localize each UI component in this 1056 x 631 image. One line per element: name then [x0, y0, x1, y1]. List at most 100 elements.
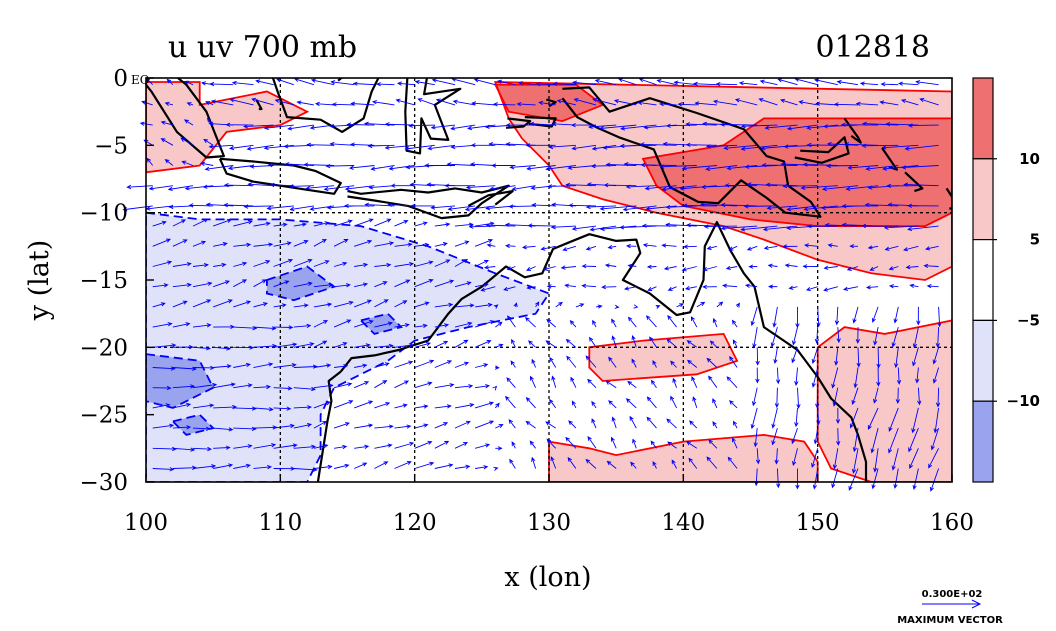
wind-vector: [495, 446, 503, 451]
wind-vector: [731, 319, 738, 328]
wind-vector: [645, 315, 657, 328]
wind-vector: [414, 278, 434, 288]
wind-vector: [627, 380, 637, 389]
wind-vector: [495, 343, 504, 348]
wind-vector: [493, 466, 499, 471]
wind-vector: [535, 81, 556, 87]
wind-vector: [565, 436, 577, 449]
wind-vector: [213, 299, 233, 308]
wind-vector: [152, 260, 173, 267]
wind-vector: [374, 262, 392, 268]
wind-vector: [708, 439, 718, 449]
wind-vector: [446, 162, 476, 167]
wind-vector: [590, 163, 617, 169]
wind-vector: [394, 261, 414, 267]
wind-vector: [706, 456, 718, 469]
wind-vector: [691, 376, 698, 388]
wind-vector: [313, 282, 334, 288]
wind-vector: [497, 79, 516, 86]
wind-vector: [450, 124, 476, 131]
wind-vector: [791, 427, 798, 445]
wind-vector: [911, 407, 919, 434]
wind-vector: [354, 400, 374, 409]
reference-vector-label: MAXIMUM VECTOR: [897, 615, 1003, 626]
wind-vector: [870, 427, 879, 454]
wind-vector: [394, 360, 414, 368]
x-axis-ticks: 100 110 120 130 140 150 160: [124, 474, 974, 536]
wind-vector: [333, 219, 353, 227]
wind-vector: [229, 144, 254, 151]
wind-vector: [495, 424, 504, 429]
wind-vector: [374, 241, 395, 247]
wind-vector: [750, 407, 758, 430]
wind-vector: [508, 204, 536, 209]
wind-vector: [464, 205, 496, 212]
coastline-12: [843, 117, 862, 144]
wind-vector: [665, 123, 697, 128]
wind-vector: [679, 185, 717, 191]
wind-vector: [795, 468, 800, 490]
wind-vector: [313, 363, 332, 368]
wind-vector: [529, 440, 536, 449]
wind-vector: [566, 355, 577, 368]
wind-vectors: [122, 77, 942, 492]
wind-vector: [900, 98, 919, 106]
wind-vector: [454, 321, 473, 328]
wind-vector: [333, 342, 348, 348]
wind-vector: [895, 387, 901, 405]
contour-strong-westerly-2: [359, 312, 403, 335]
wind-vector: [852, 306, 859, 324]
wind-vector: [831, 468, 839, 489]
wind-vector: [253, 260, 271, 267]
wind-vector: [475, 302, 493, 308]
wind-vector: [733, 420, 738, 429]
coastline-15: [945, 187, 952, 210]
wind-vector: [509, 458, 516, 469]
wind-vector: [331, 102, 355, 107]
wind-vector: [605, 162, 637, 167]
wind-vector: [293, 323, 312, 328]
wind-vector: [225, 122, 254, 127]
wind-vector: [507, 315, 516, 328]
wind-vector: [313, 443, 329, 449]
wind-vector: [474, 239, 494, 247]
wind-vector: [861, 121, 899, 126]
wind-vector: [454, 403, 475, 409]
wind-vector: [465, 185, 496, 190]
colorbar-segment: [972, 400, 994, 483]
wind-vector: [836, 79, 859, 86]
contour-easterly-central: [588, 332, 739, 382]
wind-vector: [394, 403, 408, 409]
wind-vector: [374, 299, 389, 308]
wind-vector: [816, 407, 821, 426]
wind-vector: [511, 338, 516, 348]
x-tick-label: 120: [393, 510, 437, 536]
wind-vector: [329, 124, 355, 129]
wind-vector: [610, 436, 617, 449]
wind-vector: [526, 165, 556, 171]
wind-vector: [755, 347, 760, 366]
wind-vector: [694, 101, 717, 106]
wind-vector: [547, 184, 576, 189]
wind-vector: [792, 448, 798, 466]
wind-vector: [701, 184, 738, 190]
wind-vector: [549, 398, 557, 409]
wind-vector: [690, 316, 698, 328]
wind-vector: [706, 245, 718, 250]
wind-vector: [644, 185, 677, 191]
wind-vector: [665, 205, 697, 210]
wind-vector: [841, 203, 879, 209]
wind-vector: [333, 400, 354, 409]
wind-vector: [667, 441, 677, 449]
wind-vector: [859, 81, 879, 86]
wind-vector: [454, 464, 471, 469]
wind-vector: [545, 421, 556, 429]
y-tick-label: −30: [79, 470, 128, 496]
wind-vector: [867, 407, 879, 430]
wind-vector: [408, 123, 435, 128]
wind-vector: [623, 286, 637, 291]
wind-vector: [186, 102, 194, 107]
wind-vector: [450, 144, 476, 150]
wind-vector: [550, 225, 576, 230]
wind-vector: [750, 306, 758, 327]
